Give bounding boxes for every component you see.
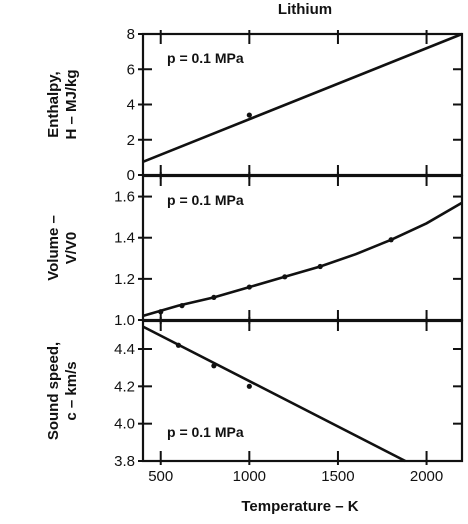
y-axis-label-line: Sound speed, [45, 342, 62, 440]
data-point [246, 284, 252, 290]
x-tick-label: 1500 [321, 468, 354, 485]
y-axis-label: Enthalpy,H – MJ/kg [45, 69, 80, 139]
chart-title: Lithium [278, 1, 332, 18]
pressure-annotation: p = 0.1 MPa [167, 424, 244, 440]
data-line [142, 325, 406, 463]
data-point [211, 294, 217, 300]
x-tick-label: 1000 [233, 468, 266, 485]
data-point [179, 303, 185, 309]
y-tick-label: 4.0 [114, 416, 135, 433]
y-axis-label-line: c – km/s [63, 361, 80, 420]
data-point [246, 112, 252, 118]
data-point [317, 263, 323, 270]
y-axis-label: Volume –V/V0 [45, 215, 80, 281]
panels-group: 0 2 4 6 8 Enthalpy,H – MJ/kg p = 0.1 MPa 1.0 1.2… [45, 26, 464, 485]
data-point [175, 342, 182, 348]
y-tick-label: 8 [127, 26, 135, 43]
y-tick-label: 1.4 [114, 230, 135, 247]
pressure-annotation: p = 0.1 MPa [167, 192, 244, 208]
y-axis-label-line: Volume – [45, 215, 62, 281]
data-line [142, 201, 463, 318]
data-point [388, 237, 394, 243]
panel-frame [141, 319, 464, 463]
y-tick-label: 6 [127, 61, 135, 78]
panel-1: 0 2 4 6 8 Enthalpy,H – MJ/kg p = 0.1 MPa [45, 26, 464, 184]
x-axis-label: Temperature – K [241, 498, 358, 515]
y-tick-label: 4.2 [114, 378, 135, 395]
y-axis-label-line: V/V0 [63, 232, 80, 265]
data-point [282, 274, 288, 280]
data-line [142, 32, 463, 164]
y-tick-label: 0 [127, 167, 135, 184]
data-point [211, 363, 217, 369]
y-tick-label: 4.4 [114, 341, 135, 358]
y-axis-label-line: H – MJ/kg [63, 69, 80, 139]
y-tick-label: 2 [127, 132, 135, 149]
y-tick-label: 1.2 [114, 271, 135, 288]
x-tick-label: 2000 [410, 468, 443, 485]
data-point [158, 309, 164, 315]
y-tick-label: 4 [127, 97, 135, 114]
panel-3: 3.8 4.0 4.2 4.4 Sound speed,c – km/s p = 0.1 … [45, 317, 464, 485]
y-tick-label: 1.6 [114, 189, 135, 206]
y-tick-label: 1.0 [114, 312, 135, 329]
pressure-annotation: p = 0.1 MPa [167, 50, 244, 66]
x-tick-label: 500 [148, 468, 173, 485]
y-axis-label: Sound speed,c – km/s [45, 342, 80, 440]
y-tick-label: 3.8 [114, 453, 135, 470]
y-axis-label-line: Enthalpy, [45, 71, 62, 137]
data-point [246, 383, 252, 389]
panel-2: 1.0 1.2 1.4 1.6 Volume –V/V0 p = 0.1 MPa [45, 172, 464, 329]
